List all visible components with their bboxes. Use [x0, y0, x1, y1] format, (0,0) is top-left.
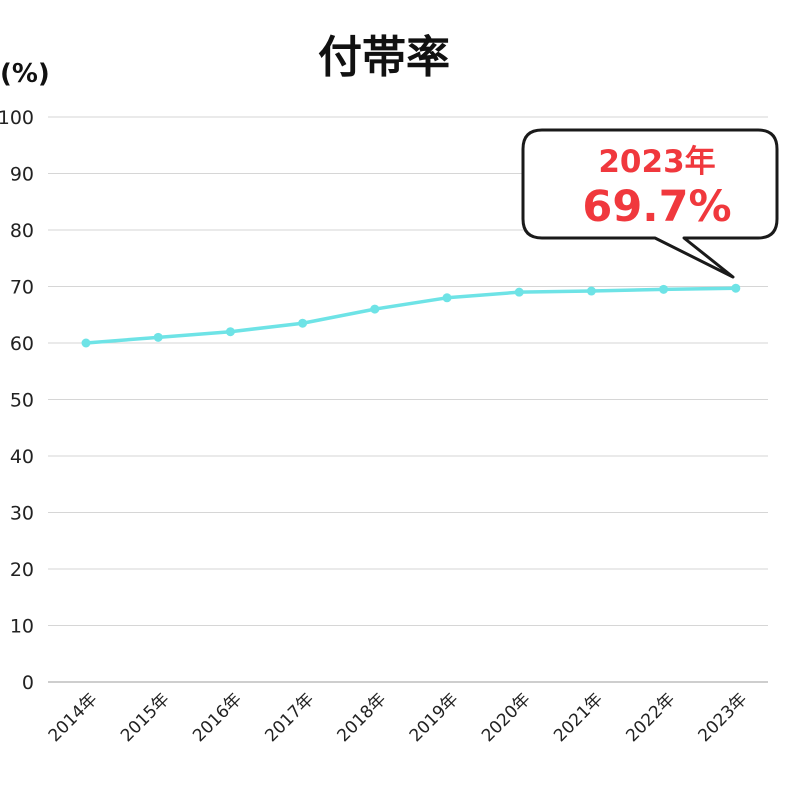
callout-value: 69.7% — [582, 182, 731, 232]
data-point — [81, 338, 91, 348]
x-tick-label: 2016年 — [189, 689, 246, 746]
x-tick-label: 2020年 — [478, 689, 535, 746]
x-tick-label: 2019年 — [406, 689, 463, 746]
y-tick-label: 10 — [10, 616, 34, 638]
data-point — [659, 284, 669, 294]
y-tick-label: 0 — [22, 672, 34, 694]
y-tick-label: 30 — [10, 503, 34, 525]
data-point — [442, 293, 452, 303]
data-point — [586, 286, 596, 296]
x-tick-label: 2021年 — [550, 689, 607, 746]
chart-title: 付帯率 — [318, 32, 450, 83]
y-tick-label: 90 — [10, 164, 34, 186]
data-point — [298, 318, 308, 328]
y-tick-label: 60 — [10, 333, 34, 355]
y-tick-label: 50 — [10, 390, 34, 412]
x-tick-label: 2014年 — [45, 689, 102, 746]
y-tick-label: 70 — [10, 277, 34, 299]
y-tick-label: 40 — [10, 446, 34, 468]
callout-bubble — [521, 128, 779, 279]
annotation-callout: 2023年 69.7% — [521, 128, 779, 279]
y-tick-label: 20 — [10, 559, 34, 581]
data-point — [514, 287, 524, 297]
series-group — [81, 283, 741, 348]
callout-year: 2023年 — [598, 144, 715, 180]
x-tick-label: 2017年 — [261, 689, 318, 746]
data-point — [370, 304, 380, 314]
x-tick-label: 2022年 — [622, 689, 679, 746]
x-axis-ticks: 2014年 2015年 2016年 2017年 2018年 2019年 2020年 2021年… — [45, 689, 752, 746]
data-point — [225, 327, 235, 337]
x-tick-label: 2018年 — [334, 689, 391, 746]
x-tick-label: 2023年 — [695, 689, 752, 746]
data-point — [153, 332, 163, 342]
y-axis-unit-label: (%) — [0, 59, 50, 89]
y-axis-ticks: 0 10 20 30 40 50 60 70 80 90 100 — [0, 107, 34, 694]
data-point — [731, 283, 741, 293]
y-tick-label: 100 — [0, 107, 34, 129]
x-tick-label: 2015年 — [117, 689, 174, 746]
series-line — [84, 286, 738, 345]
y-tick-label: 80 — [10, 220, 34, 242]
